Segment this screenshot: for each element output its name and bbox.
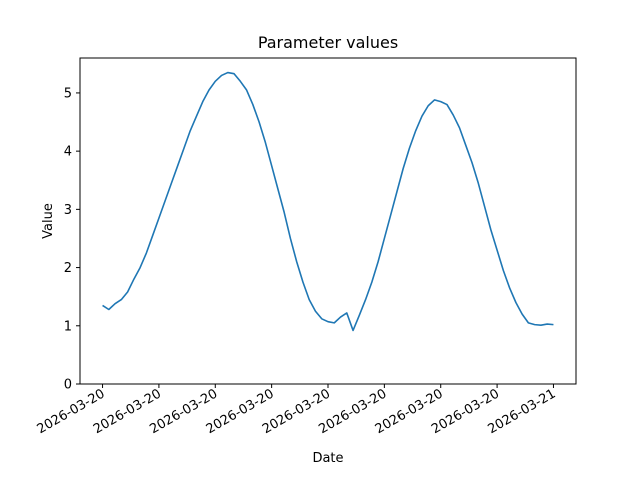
y-axis: 0 1 2 3 4 5 — [64, 86, 80, 393]
series-layer — [102, 71, 554, 332]
axes-frame — [79, 57, 577, 385]
y-tick-label: 5 — [64, 86, 72, 101]
y-tick-label: 3 — [64, 203, 72, 218]
y-tick-label: 0 — [64, 378, 72, 393]
y-tick-label: 4 — [64, 145, 72, 160]
x-axis-label: Date — [312, 451, 343, 466]
y-tick-label: 2 — [64, 261, 72, 276]
y-axis-label: Value — [41, 203, 56, 239]
series-line — [102, 71, 554, 332]
chart-title: Parameter values — [258, 33, 398, 52]
y-tick-label: 1 — [64, 319, 72, 334]
